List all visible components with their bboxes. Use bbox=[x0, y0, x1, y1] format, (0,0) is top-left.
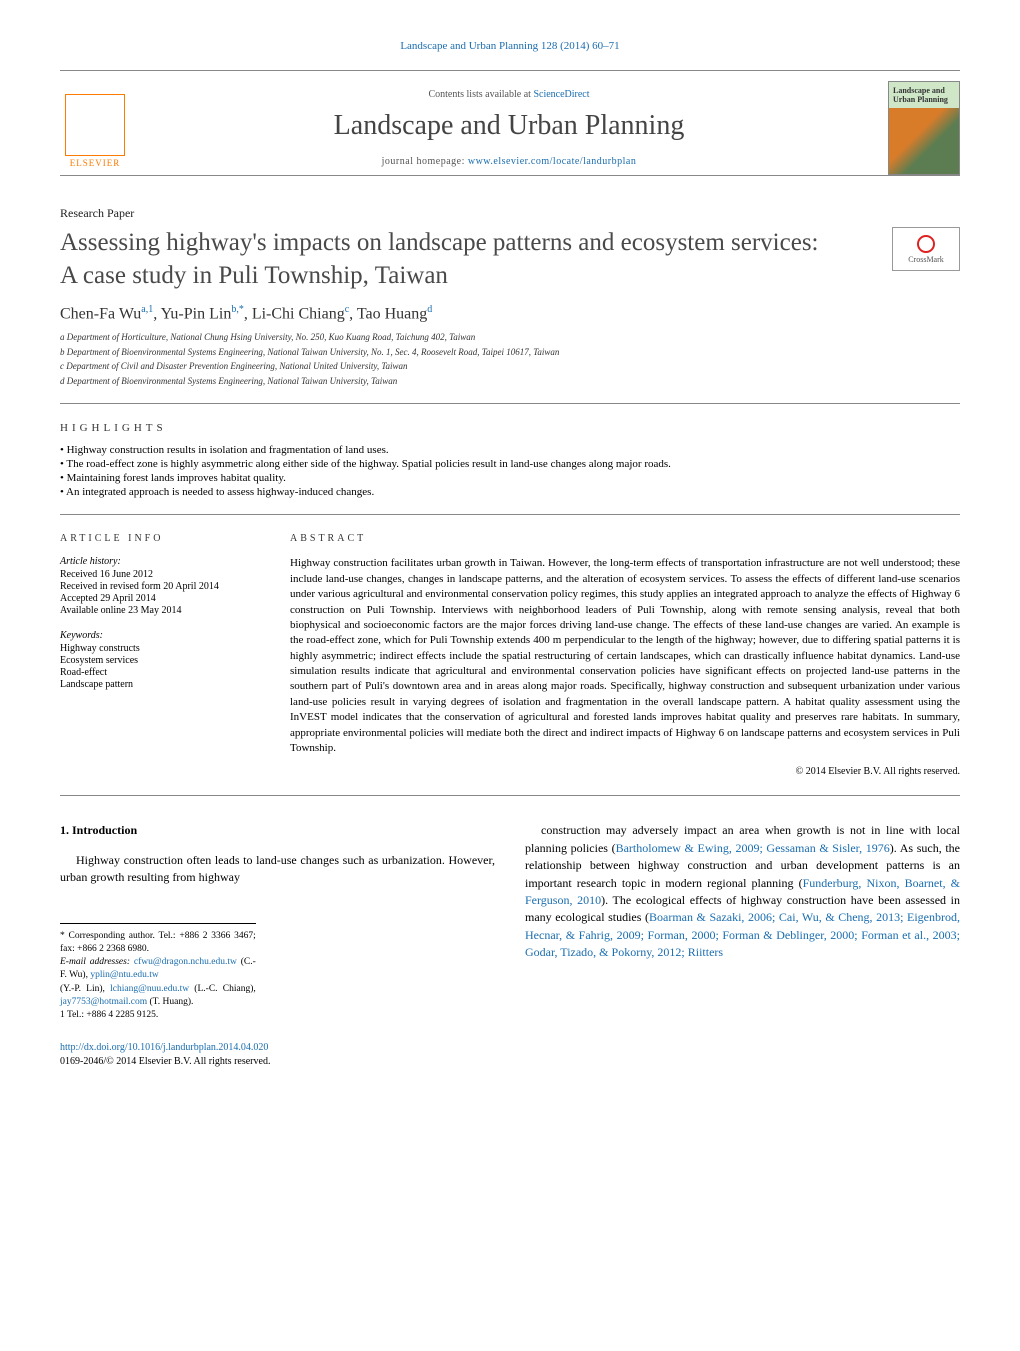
email-link-2[interactable]: yplin@ntu.edu.tw bbox=[90, 970, 158, 980]
elsevier-logo[interactable]: ELSEVIER bbox=[60, 86, 130, 171]
corresponding-author: * Corresponding author. Tel.: +886 2 336… bbox=[60, 930, 256, 957]
article-title: Assessing highway's impacts on landscape… bbox=[60, 227, 840, 292]
abstract-text: Highway construction facilitates urban g… bbox=[290, 556, 960, 756]
author-4: , Tao Huang bbox=[349, 305, 427, 322]
homepage-prefix: journal homepage: bbox=[382, 156, 468, 167]
article-info-label: article info bbox=[60, 533, 260, 544]
footnotes: * Corresponding author. Tel.: +886 2 336… bbox=[60, 923, 256, 1023]
body-columns: 1. Introduction Highway construction oft… bbox=[60, 822, 960, 1069]
journal-cover-thumb[interactable]: Landscape and Urban Planning bbox=[888, 81, 960, 175]
author-2-sup[interactable]: b,* bbox=[231, 304, 244, 315]
email-label: E-mail addresses: bbox=[60, 957, 134, 967]
homepage-line: journal homepage: www.elsevier.com/locat… bbox=[130, 156, 888, 167]
author-4-sup[interactable]: d bbox=[427, 304, 432, 315]
email-link-4[interactable]: jay7753@hotmail.com bbox=[60, 997, 147, 1007]
affiliations: a Department of Horticulture, National C… bbox=[60, 331, 960, 404]
highlight-item: An integrated approach is needed to asse… bbox=[60, 486, 960, 498]
highlight-item: Maintaining forest lands improves habita… bbox=[60, 472, 960, 484]
abstract-label: abstract bbox=[290, 533, 960, 544]
section-heading-intro: 1. Introduction bbox=[60, 822, 495, 839]
email-link-1[interactable]: cfwu@dragon.nchu.edu.tw bbox=[134, 957, 237, 967]
email-name-4: (T. Huang). bbox=[147, 997, 193, 1007]
history-revised: Received in revised form 20 April 2014 bbox=[60, 581, 260, 592]
history-accepted: Accepted 29 April 2014 bbox=[60, 593, 260, 604]
contents-list-line: Contents lists available at ScienceDirec… bbox=[130, 89, 888, 100]
body-column-right: construction may adversely impact an are… bbox=[525, 822, 960, 1069]
title-row: Assessing highway's impacts on landscape… bbox=[60, 227, 960, 304]
cover-title: Landscape and Urban Planning bbox=[889, 82, 959, 108]
footnote-tel: 1 Tel.: +886 4 2285 9125. bbox=[60, 1009, 256, 1022]
email-name-2: (Y.-P. Lin), bbox=[60, 984, 110, 994]
crossmark-icon bbox=[917, 235, 935, 253]
homepage-link[interactable]: www.elsevier.com/locate/landurbplan bbox=[468, 156, 636, 167]
author-3: , Li-Chi Chiang bbox=[244, 305, 345, 322]
keyword: Road-effect bbox=[60, 667, 260, 678]
affiliation-d: d Department of Bioenvironmental Systems… bbox=[60, 375, 960, 389]
elsevier-tree-icon bbox=[65, 94, 125, 156]
history-label: Article history: bbox=[60, 556, 260, 567]
affiliation-c: c Department of Civil and Disaster Preve… bbox=[60, 360, 960, 374]
crossmark-badge[interactable]: CrossMark bbox=[892, 227, 960, 271]
article-info-block: article info Article history: Received 1… bbox=[60, 533, 260, 777]
affiliation-b: b Department of Bioenvironmental Systems… bbox=[60, 346, 960, 360]
masthead: ELSEVIER Contents lists available at Sci… bbox=[60, 70, 960, 176]
article-type: Research Paper bbox=[60, 206, 960, 221]
author-1-sup[interactable]: a,1 bbox=[141, 304, 153, 315]
doi-link[interactable]: http://dx.doi.org/10.1016/j.landurbplan.… bbox=[60, 1042, 268, 1053]
journal-name: Landscape and Urban Planning bbox=[130, 110, 888, 142]
author-1: Chen-Fa Wu bbox=[60, 305, 141, 322]
email-name-3: (L.-C. Chiang), bbox=[189, 984, 256, 994]
author-2: , Yu-Pin Lin bbox=[153, 305, 231, 322]
masthead-center: Contents lists available at ScienceDirec… bbox=[130, 89, 888, 167]
doi-block: http://dx.doi.org/10.1016/j.landurbplan.… bbox=[60, 1041, 495, 1070]
page-container: Landscape and Urban Planning 128 (2014) … bbox=[0, 0, 1020, 1110]
authors-line: Chen-Fa Wua,1, Yu-Pin Linb,*, Li-Chi Chi… bbox=[60, 304, 960, 323]
cover-image bbox=[889, 108, 959, 174]
abstract-block: abstract Highway construction facilitate… bbox=[290, 533, 960, 777]
affiliation-a: a Department of Horticulture, National C… bbox=[60, 331, 960, 345]
journal-citation[interactable]: Landscape and Urban Planning 128 (2014) … bbox=[60, 40, 960, 52]
abstract-copyright: © 2014 Elsevier B.V. All rights reserved… bbox=[290, 766, 960, 777]
sciencedirect-link[interactable]: ScienceDirect bbox=[533, 89, 589, 100]
history-received: Received 16 June 2012 bbox=[60, 569, 260, 580]
highlights-label: highlights bbox=[60, 422, 960, 434]
issn-copyright: 0169-2046/© 2014 Elsevier B.V. All right… bbox=[60, 1055, 495, 1070]
highlights-list: Highway construction results in isolatio… bbox=[60, 444, 960, 515]
email-addresses: E-mail addresses: cfwu@dragon.nchu.edu.t… bbox=[60, 956, 256, 1009]
citation-link-1[interactable]: Bartholomew & Ewing, 2009; Gessaman & Si… bbox=[616, 841, 890, 855]
keyword: Highway constructs bbox=[60, 643, 260, 654]
highlights-section: highlights Highway construction results … bbox=[60, 422, 960, 515]
journal-citation-link[interactable]: Landscape and Urban Planning 128 (2014) … bbox=[400, 40, 619, 52]
intro-para-2: construction may adversely impact an are… bbox=[525, 822, 960, 961]
intro-para-1: Highway construction often leads to land… bbox=[60, 852, 495, 887]
keywords-label: Keywords: bbox=[60, 630, 260, 641]
info-abstract-row: article info Article history: Received 1… bbox=[60, 533, 960, 796]
keyword: Landscape pattern bbox=[60, 679, 260, 690]
email-link-3[interactable]: lchiang@nuu.edu.tw bbox=[110, 984, 189, 994]
highlight-item: Highway construction results in isolatio… bbox=[60, 444, 960, 456]
elsevier-label: ELSEVIER bbox=[70, 158, 121, 168]
body-column-left: 1. Introduction Highway construction oft… bbox=[60, 822, 495, 1069]
crossmark-label: CrossMark bbox=[908, 255, 944, 264]
contents-prefix: Contents lists available at bbox=[428, 89, 533, 100]
keyword: Ecosystem services bbox=[60, 655, 260, 666]
history-online: Available online 23 May 2014 bbox=[60, 605, 260, 616]
highlight-item: The road-effect zone is highly asymmetri… bbox=[60, 458, 960, 470]
